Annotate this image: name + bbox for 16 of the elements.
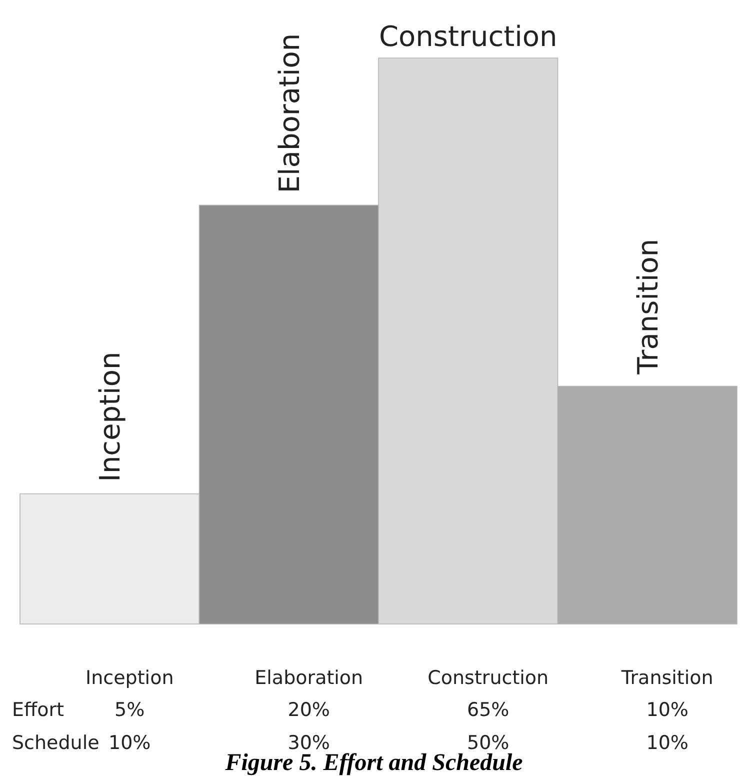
text: Effort bbox=[12, 699, 64, 721]
annotation: Elaboration bbox=[272, 33, 306, 194]
annotation: Inception bbox=[94, 352, 127, 482]
x-tick-label: Elaboration bbox=[254, 667, 364, 689]
annotation: Transition bbox=[631, 238, 664, 376]
x-tick-label: Construction bbox=[428, 667, 549, 689]
x-tick-label: Transition bbox=[620, 667, 714, 689]
text: 10% bbox=[108, 732, 151, 754]
text: 10% bbox=[646, 699, 688, 721]
text: Schedule bbox=[12, 732, 100, 754]
text: 20% bbox=[288, 699, 330, 721]
text: Construction bbox=[378, 20, 558, 53]
text: 5% bbox=[114, 699, 145, 721]
text: 10% bbox=[646, 732, 688, 754]
x-tick-label: Inception bbox=[86, 667, 174, 689]
text: 65% bbox=[467, 699, 510, 721]
